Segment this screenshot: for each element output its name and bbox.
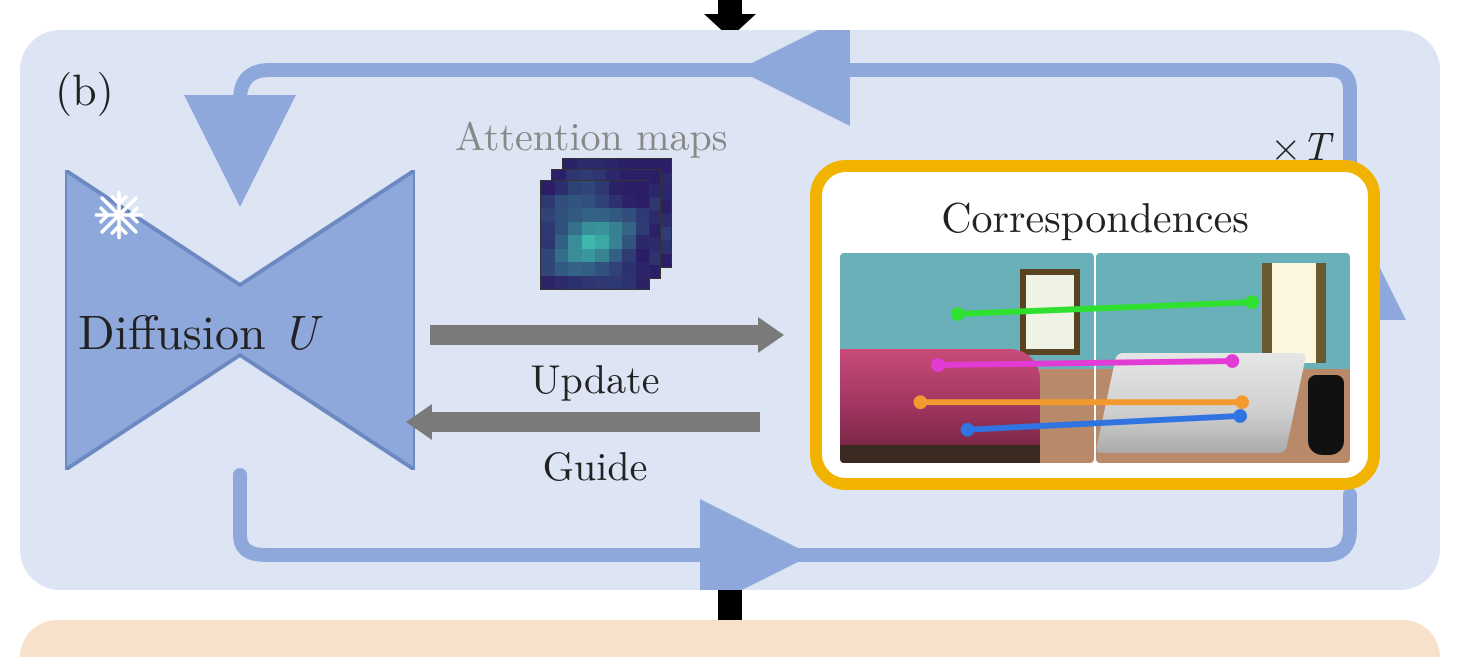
input-arrow [718,0,742,16]
diffusion-label: Diffusion U [78,295,317,363]
room-image-left [840,253,1094,463]
diffusion-label-symbol: U [282,295,318,363]
panel-label: (b) [55,55,114,118]
correspondences-box: Correspondences [810,160,1380,490]
attention-map-stack [540,158,680,298]
guide-arrow [430,412,760,432]
next-panel-hint [20,620,1440,657]
update-arrow [430,325,760,345]
attention-map-1 [540,180,650,290]
correspondences-label: Correspondences [840,186,1350,245]
diffusion-label-prefix: Diffusion [78,295,282,363]
correspondence-images [840,253,1350,473]
guide-arrow-label: Guide [445,435,745,492]
room-image-right [1096,253,1350,463]
snowflake-icon [92,188,146,242]
update-arrow-label: Update [445,348,745,405]
attention-maps-label: Attention maps [455,105,727,162]
panel-b-container: (b) ×T [20,30,1440,590]
